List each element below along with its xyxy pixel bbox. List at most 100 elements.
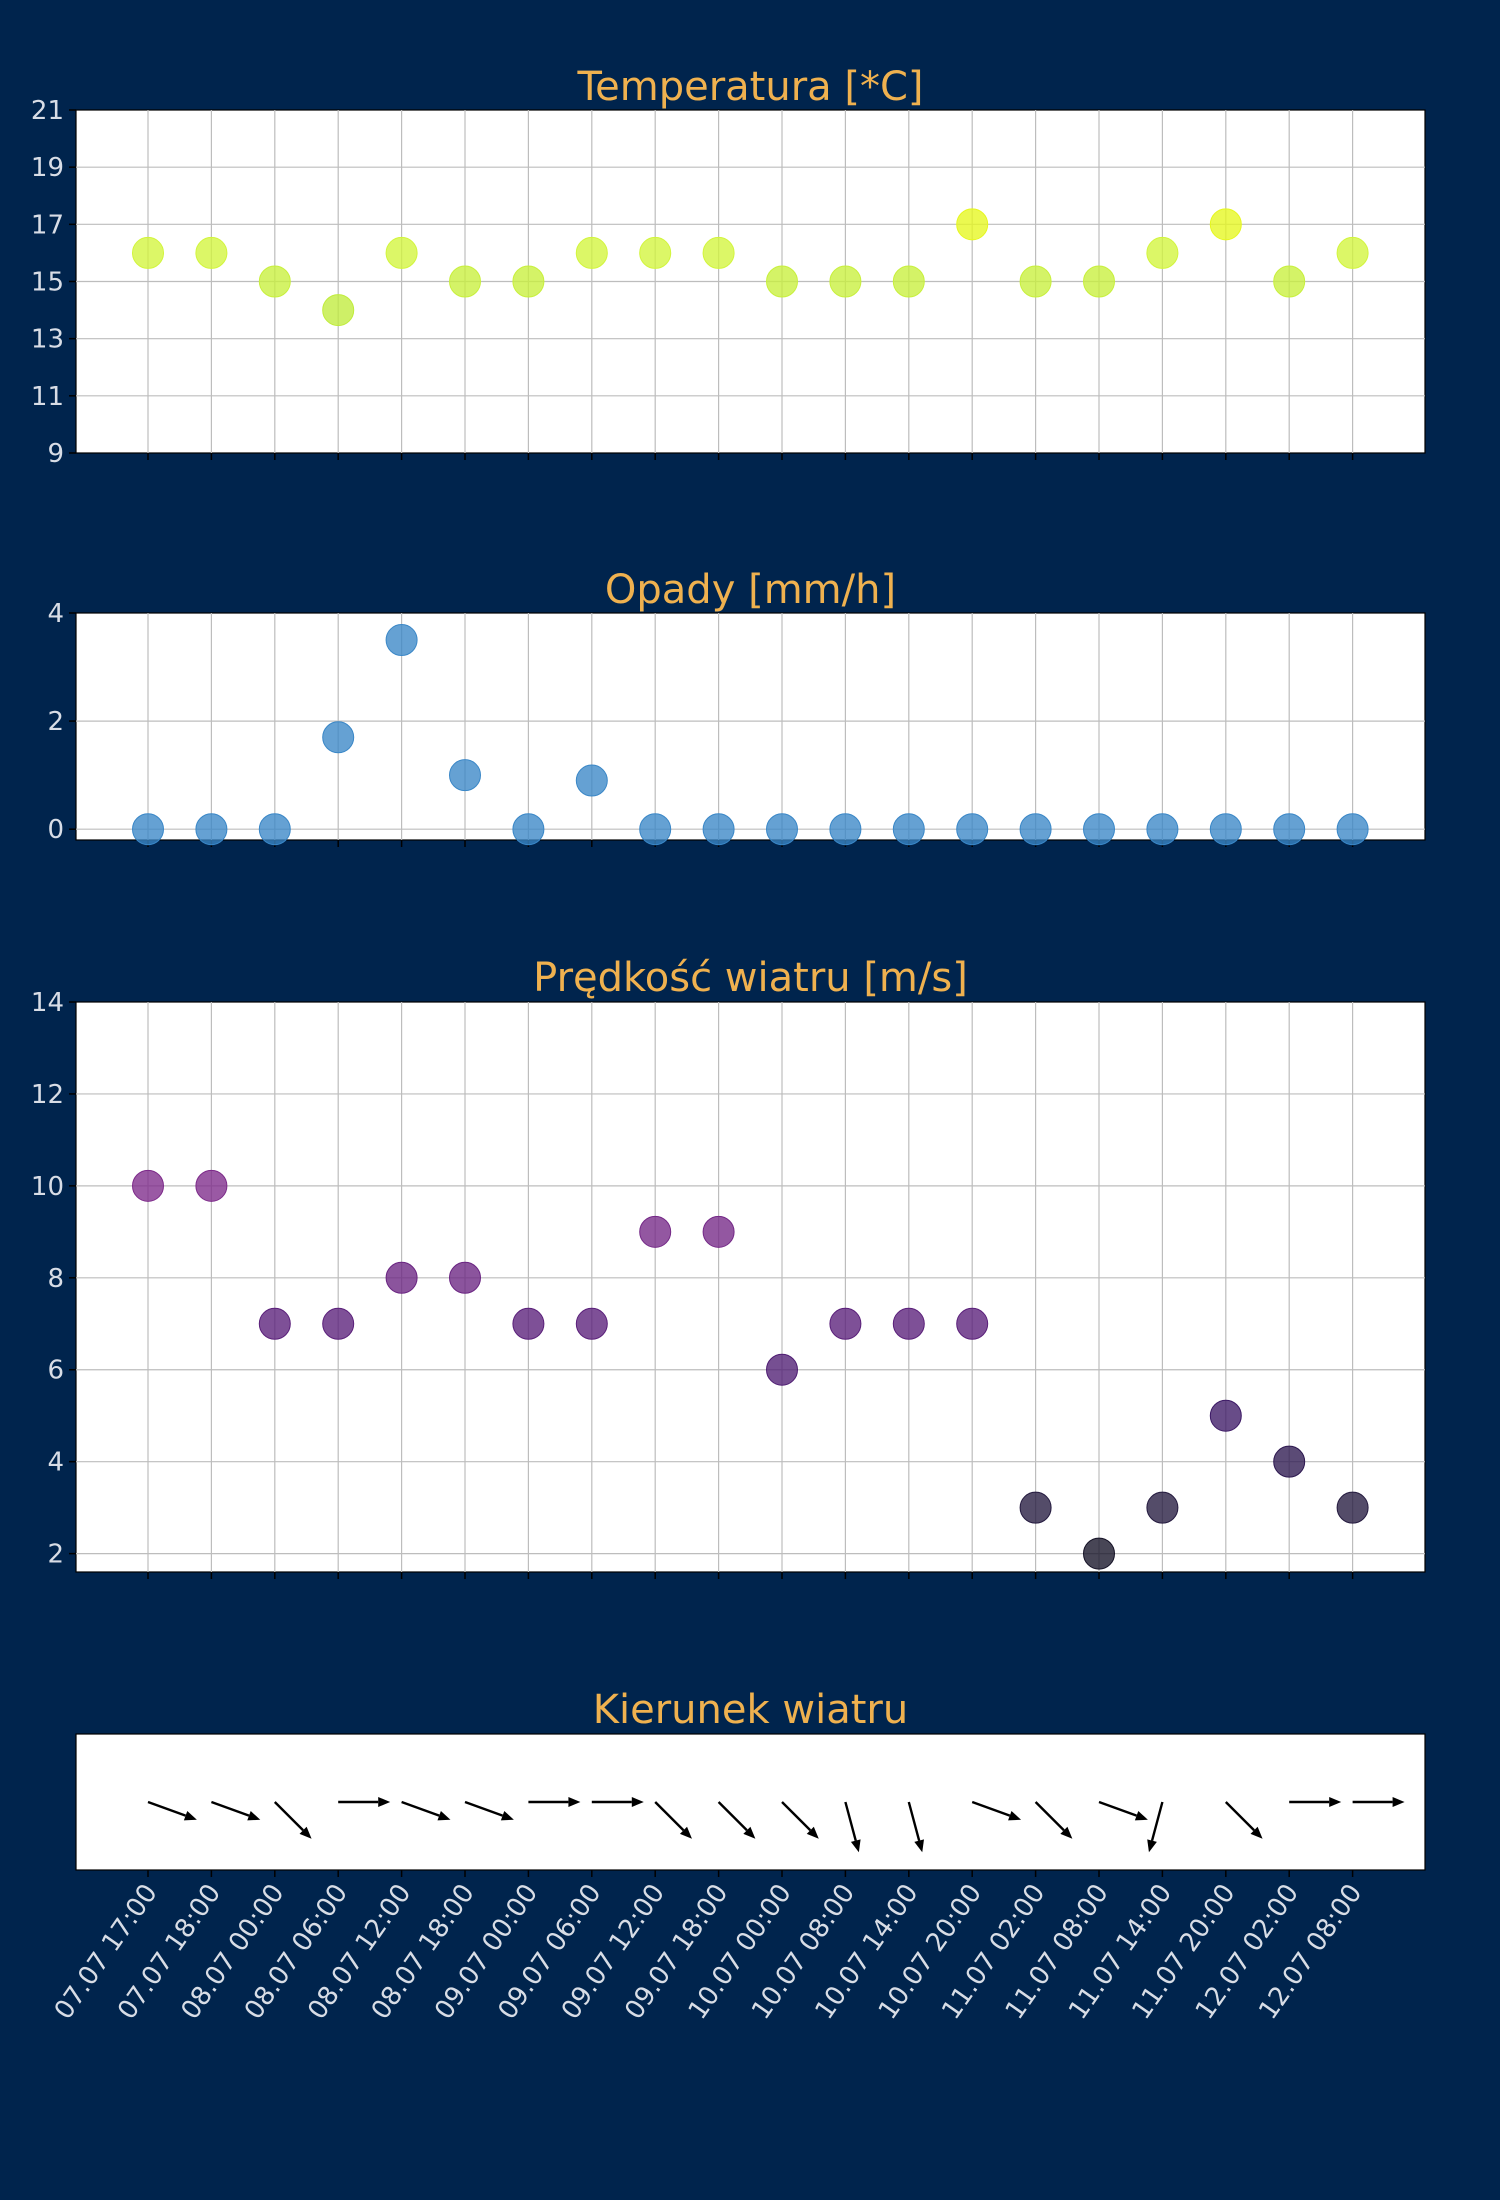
data-point (1083, 813, 1115, 846)
y-tick-label: 10 (31, 1172, 64, 1202)
data-point (385, 624, 418, 657)
plot-area (75, 1733, 1426, 1871)
wind-arrow (1289, 1797, 1342, 1807)
data-point (195, 236, 228, 269)
data-point (766, 813, 798, 846)
data-point (1209, 208, 1242, 241)
data-point (1273, 1445, 1306, 1478)
data-point (258, 1307, 291, 1340)
panel-2: Opady [mm/h] 0 2 4 (47, 567, 1426, 847)
data-point (1146, 813, 1179, 846)
y-tick-label: 19 (31, 153, 64, 183)
y-tick-label: 13 (31, 325, 64, 355)
data-point (892, 813, 925, 846)
data-point (702, 236, 735, 269)
wind-arrow (464, 1800, 514, 1821)
wind-arrow (591, 1797, 644, 1807)
data-point (575, 236, 608, 269)
data-point (575, 1307, 608, 1340)
wind-arrow (907, 1801, 924, 1853)
data-point (1019, 813, 1052, 846)
wind-arrow (210, 1800, 261, 1821)
data-point (892, 265, 925, 298)
data-point (512, 265, 545, 298)
data-point (1019, 1491, 1052, 1524)
y-tick-label: 2 (47, 707, 64, 737)
data-point (1083, 265, 1115, 298)
data-point (1019, 265, 1052, 298)
data-point (449, 1261, 481, 1294)
data-point (322, 294, 355, 327)
data-point (1336, 236, 1369, 269)
data-point (829, 813, 862, 846)
data-point (1273, 813, 1306, 846)
plot-area (75, 1001, 1426, 1573)
data-point (1083, 1537, 1115, 1570)
data-point (829, 265, 862, 298)
data-point (132, 813, 164, 846)
data-point (892, 1307, 925, 1340)
data-point (385, 1261, 418, 1294)
data-point (449, 265, 481, 298)
panel-title: Opady [mm/h] (605, 567, 896, 613)
data-point (956, 208, 989, 241)
wind-arrow (1034, 1801, 1073, 1839)
data-point (1336, 1491, 1369, 1524)
y-tick-label: 14 (31, 988, 64, 1018)
wind-arrow (971, 1800, 1022, 1821)
panel-3: Prędkość wiatru [m/s] 2 4 6 8 10 12 14 (31, 955, 1426, 1579)
data-point (512, 1307, 545, 1340)
data-point (385, 236, 418, 269)
data-point (1209, 1399, 1242, 1432)
data-point (1146, 1491, 1179, 1524)
data-point (449, 759, 481, 792)
y-tick-label: 0 (47, 815, 64, 845)
data-point (639, 813, 672, 846)
data-point (1336, 813, 1369, 846)
panel-title: Kierunek wiatru (593, 1687, 908, 1733)
data-point (956, 813, 989, 846)
data-point (639, 1215, 672, 1248)
data-point (956, 1307, 989, 1340)
wind-arrow (654, 1801, 692, 1839)
y-tick-label: 15 (31, 268, 64, 298)
wind-arrow (844, 1801, 861, 1853)
wind-arrow (338, 1797, 391, 1807)
y-tick-label: 6 (47, 1356, 64, 1386)
wind-arrow (1352, 1797, 1405, 1807)
panel-1: Temperatura [*C] 9 11 13 15 17 19 21 (31, 64, 1426, 469)
data-point (639, 236, 672, 269)
data-point (766, 1353, 798, 1386)
wind-arrow (1224, 1801, 1263, 1839)
wind-arrow (717, 1801, 756, 1839)
data-point (512, 813, 545, 846)
panel-title: Temperatura [*C] (576, 64, 923, 110)
plot-area (75, 612, 1426, 841)
data-point (829, 1307, 862, 1340)
data-point (258, 265, 291, 298)
wind-arrow (401, 1800, 451, 1821)
data-point (575, 764, 608, 797)
data-point (702, 813, 735, 846)
wind-arrow (528, 1797, 581, 1807)
wind-arrow (147, 1800, 197, 1821)
panel-title: Prędkość wiatru [m/s] (533, 955, 968, 1001)
y-tick-label: 8 (47, 1264, 64, 1294)
y-tick-label: 17 (31, 210, 64, 240)
panel-4: Kierunek wiatru (75, 1687, 1426, 1877)
data-point (132, 1169, 164, 1202)
wind-arrow (1147, 1801, 1164, 1853)
data-point (1273, 265, 1306, 298)
y-tick-label: 2 (47, 1540, 64, 1570)
y-tick-label: 12 (31, 1080, 64, 1110)
wind-arrow (273, 1801, 312, 1839)
wind-arrow (781, 1801, 819, 1839)
data-point (1209, 813, 1242, 846)
wind-arrow (1098, 1800, 1148, 1821)
y-tick-label: 4 (47, 1448, 64, 1478)
y-tick-label: 4 (47, 599, 64, 629)
data-point (132, 236, 164, 269)
y-tick-label: 21 (31, 96, 64, 126)
